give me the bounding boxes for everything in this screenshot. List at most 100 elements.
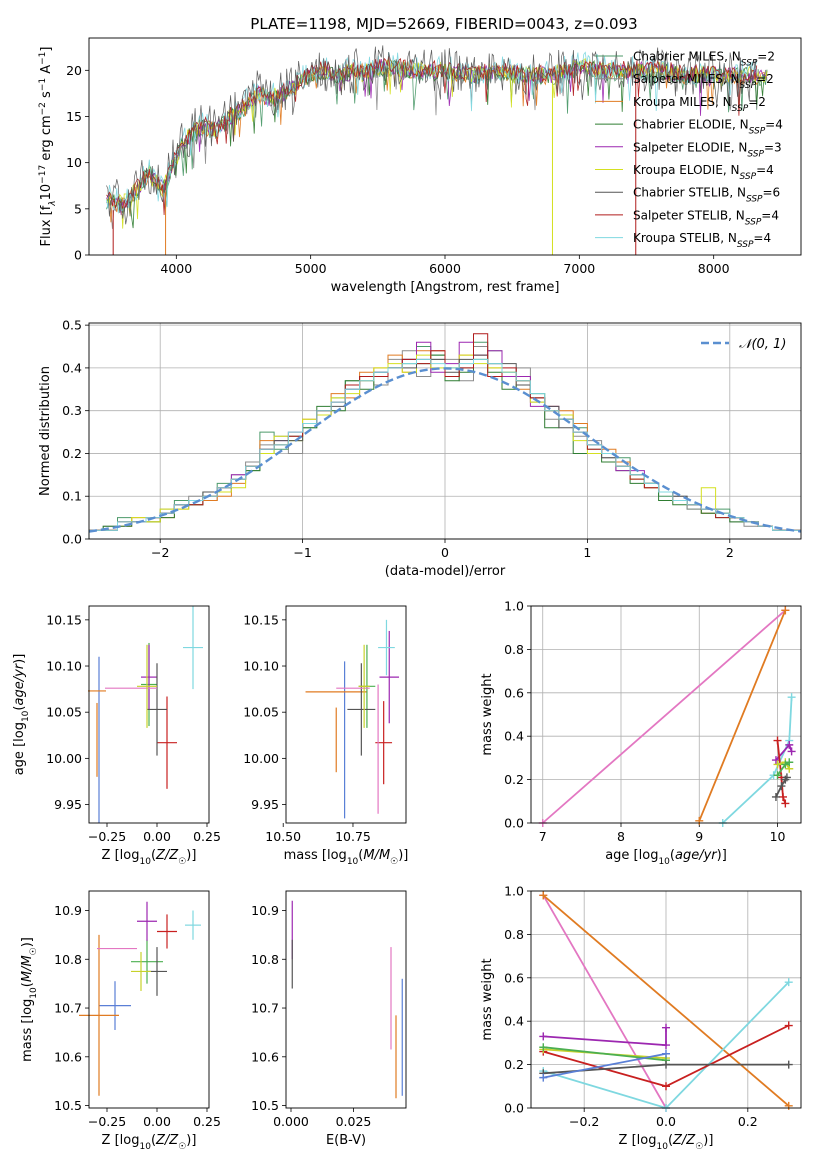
x-tick-label: 0.000	[273, 1114, 309, 1129]
x-tick-label: −1	[293, 545, 311, 560]
y-axis-label-part: mass [log	[20, 999, 35, 1062]
y-tick-label: 10.9	[54, 903, 82, 918]
legend-suffix: =2	[756, 72, 774, 86]
y-tick-label: 15	[66, 109, 82, 124]
y-tick-label: 10.00	[46, 751, 82, 766]
x-axis-label-part: Z [log	[102, 848, 140, 863]
weight-point-marker	[662, 1060, 670, 1069]
weight-point-marker	[771, 756, 780, 765]
y-tick-label: 10.8	[251, 952, 279, 967]
age_vs_mass-axes: 10.50 10.75 9.95 10.00 10.05 10.10 10.15 mass […	[243, 605, 409, 867]
y-axis-label-part: erg cm	[39, 115, 54, 164]
mass_vs_ebv-axes: 0.000 0.025 10.5 10.6 10.7 10.8 10.9 E(B-V)	[251, 890, 407, 1148]
x-axis-label: Z [log10(Z/Z☉)]	[102, 1133, 197, 1152]
x-tick-label: −0.2	[569, 1114, 599, 1129]
weight-series-line	[698, 609, 787, 822]
weight-point-marker	[787, 747, 796, 756]
x-tick-label: 6000	[429, 261, 461, 276]
x-tick-label: 7	[539, 829, 547, 844]
y-axis-label-part: −1	[38, 52, 48, 65]
weight-series-line	[543, 1046, 667, 1062]
x-axis-label-part: mass [log	[284, 848, 347, 863]
weight-point-marker	[662, 1041, 670, 1050]
y-axis-label-part: λ	[48, 200, 58, 206]
x-axis-label-part: (	[151, 848, 156, 863]
x-axis-label-part: E(B-V)	[326, 1133, 366, 1148]
y-tick-label: 0.0	[62, 532, 82, 547]
y-tick-label: 10.05	[46, 705, 82, 720]
x-axis-label-part: 10	[139, 1142, 151, 1152]
legend-text: Chabrier STELIB, N	[633, 186, 746, 200]
legend-label: Salpeter ELODIE, NSSP=3	[633, 140, 782, 159]
y-tick-label: 0.2	[504, 1057, 524, 1072]
y-tick-label: 10	[66, 155, 82, 170]
x-tick-label: −0.25	[88, 829, 126, 844]
y-tick-label: 10.6	[251, 1049, 279, 1064]
weight-point-marker	[662, 1049, 670, 1058]
x-tick-label: 0.025	[336, 1114, 372, 1129]
weight-series-line	[775, 776, 788, 798]
y-axis-label: mass weight	[480, 958, 495, 1040]
y-tick-label: 0.4	[504, 729, 524, 744]
weight-point-marker	[782, 773, 791, 782]
x-axis-label-part: 10	[656, 1142, 668, 1152]
weight_vs_age-axes: 7 8 9 10 0.0 0.2 0.4 0.6 0.8 1.0 mass weight age [l…	[480, 599, 802, 867]
y-axis-label-part: −2	[38, 102, 48, 115]
legend-suffix: =2	[748, 95, 766, 109]
y-tick-label: 10.00	[243, 751, 279, 766]
weight_vs_Z-axes: −0.2 0.0 0.2 0.0 0.2 0.4 0.6 0.8 1.0 mass weight Z…	[480, 884, 802, 1152]
y-axis-label-part: M/M	[20, 955, 35, 982]
x-axis-label: mass [log10(M/M☉)]	[284, 848, 409, 867]
weight-point-marker	[781, 799, 790, 808]
y-axis-label-part: 10	[29, 987, 39, 999]
weight-point-marker	[784, 1060, 793, 1069]
y-tick-label: 10.5	[54, 1098, 82, 1113]
legend-sub: SSP	[740, 172, 757, 182]
y-axis-label-part: (	[12, 706, 27, 711]
x-axis-label-part: (	[670, 848, 675, 863]
x-tick-label: 0.00	[143, 1114, 171, 1129]
axes-border	[530, 605, 802, 824]
y-tick-label: 0	[74, 248, 82, 263]
y-tick-label: 0.0	[504, 1101, 524, 1116]
weight-point-marker	[773, 771, 782, 780]
axes-border	[88, 37, 802, 256]
y-axis-label-part: A	[39, 65, 54, 78]
y-axis-label-part: ]	[39, 47, 54, 52]
weight-point-marker	[787, 693, 796, 702]
y-tick-label: 1.0	[504, 599, 524, 614]
x-axis-label-part: )]	[717, 848, 727, 863]
weight-series-line	[542, 894, 790, 1107]
x-axis-label-part: Z [log	[102, 1133, 140, 1148]
figure-title: PLATE=1198, MJD=52669, FIBERID=0043, z=0…	[250, 15, 637, 33]
legend-suffix: =4	[756, 163, 774, 177]
y-tick-label: 0.2	[62, 446, 82, 461]
y-tick-label: 0.4	[62, 360, 82, 375]
legend-label: 𝒩(0, 1)	[739, 337, 786, 352]
x-tick-label: 0.25	[193, 829, 221, 844]
y-tick-label: 10.15	[243, 612, 279, 627]
legend-label: Salpeter STELIB, NSSP=4	[633, 208, 779, 227]
x-axis-label: E(B-V)	[326, 1133, 366, 1148]
x-axis-label-part: (	[668, 1133, 673, 1148]
legend-text: Salpeter MILES, N	[633, 72, 740, 86]
y-tick-label: 9.95	[54, 797, 82, 812]
spectrum-axes: 4000 5000 6000 7000 8000 0 5 10 15 20 Chabrier MIL…	[38, 37, 802, 295]
weight-point-marker	[773, 760, 782, 769]
legend-sub: SSP	[747, 149, 764, 159]
y-tick-label: 0.4	[504, 1014, 524, 1029]
weight-point-marker	[539, 1073, 548, 1082]
y-tick-label: 10.7	[251, 1001, 279, 1016]
legend-label: Chabrier MILES, NSSP=2	[633, 50, 775, 69]
y-axis-label-part: −1	[38, 78, 48, 91]
y-tick-label: 9.95	[251, 797, 279, 812]
y-tick-label: 10.8	[54, 952, 82, 967]
weight-point-marker	[784, 1101, 793, 1110]
y-tick-label: 0.6	[504, 685, 524, 700]
y-axis-label: mass weight	[480, 673, 495, 755]
x-axis-label-part: )]	[186, 1133, 196, 1148]
x-axis-label-part: age/yr	[675, 848, 718, 863]
x-tick-label: 0.2	[738, 1114, 758, 1129]
y-axis-label-part: 10	[39, 184, 54, 201]
